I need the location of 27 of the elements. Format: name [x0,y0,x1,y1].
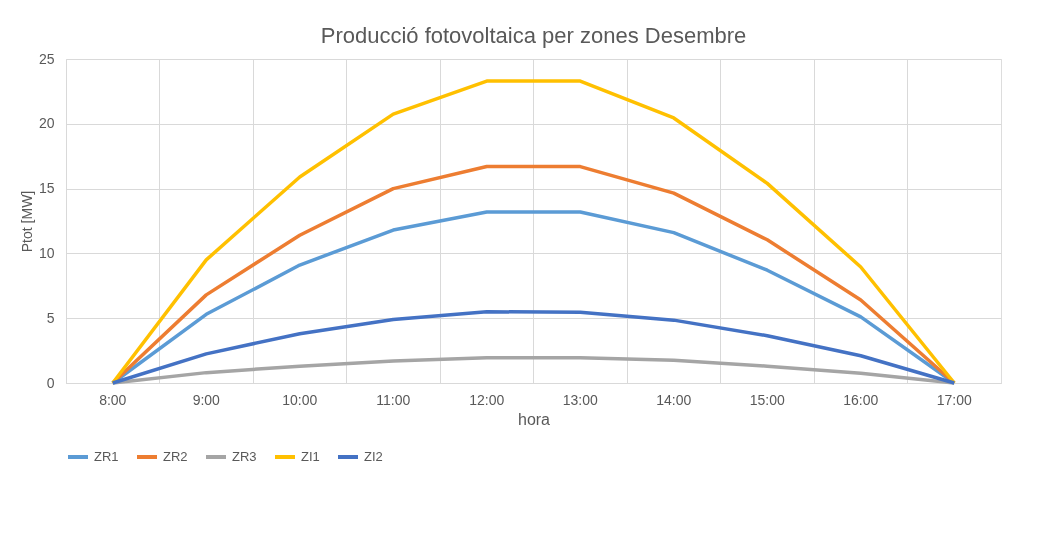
x-tick-label: 8:00 [99,391,127,408]
x-tick-label: 17:00 [936,391,972,408]
legend-label: ZI1 [301,449,320,464]
y-tick-label: 20 [38,115,55,132]
x-tick-label: 12:00 [469,391,505,408]
chart-title: Producció fotovoltaica per zones Desembre [320,23,747,48]
legend-label: ZI2 [364,449,383,464]
legend-label: ZR3 [232,449,257,464]
x-tick-label: 16:00 [843,391,879,408]
x-tick-label: 11:00 [376,391,411,408]
x-axis-title: hora [517,410,551,428]
x-tick-label: 9:00 [192,391,221,408]
y-tick-label: 15 [38,180,55,197]
line-series [111,355,956,385]
x-tick-label: 14:00 [656,391,692,408]
x-tick-label: 13:00 [562,391,598,408]
y-axis-title: Ptot [MW] [18,190,35,253]
y-tick-label: 10 [38,244,55,261]
legend-label: ZR2 [163,449,188,464]
y-tick-label: 5 [46,309,55,326]
line-series [111,79,956,385]
line-series [111,309,956,385]
x-tick-label: 15:00 [749,391,785,408]
y-tick-label: 25 [38,50,55,67]
y-tick-label: 0 [46,374,55,391]
x-tick-label: 10:00 [282,391,318,408]
legend-label: ZR1 [94,449,119,464]
